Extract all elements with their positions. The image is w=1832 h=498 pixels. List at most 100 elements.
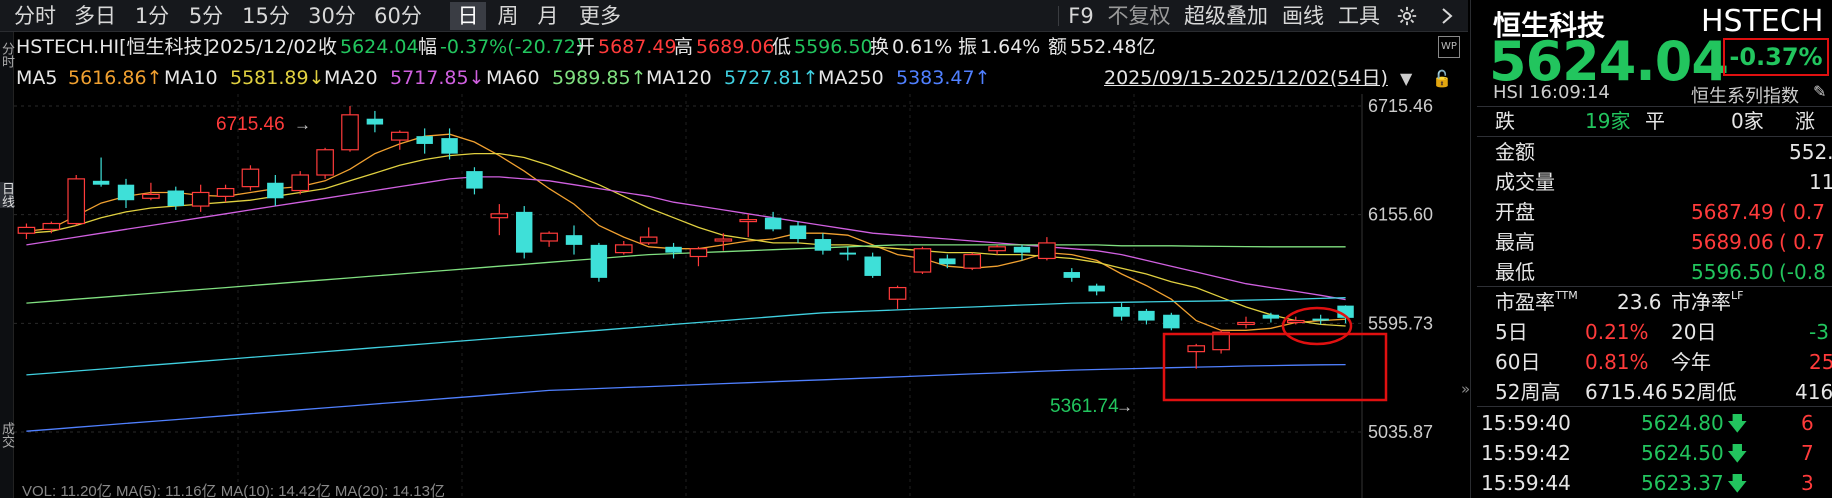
lock-icon[interactable]: 🔓 bbox=[1432, 69, 1452, 88]
candle-body bbox=[390, 131, 409, 141]
period-tab-5min[interactable]: 5分 bbox=[188, 4, 224, 28]
period-toolbar: 分时 多日 1分 5分 15分 30分 60分 日 周 月 更多 F9 不复权 … bbox=[0, 0, 1468, 32]
candle-body bbox=[614, 244, 633, 254]
side-tab-daily[interactable]: 日线 bbox=[0, 182, 14, 208]
period-tab-15min[interactable]: 15分 bbox=[242, 4, 290, 28]
ma120-label[interactable]: MA120 bbox=[646, 67, 712, 89]
range-dropdown-icon[interactable]: ▼ bbox=[1400, 69, 1413, 88]
candle bbox=[142, 182, 160, 201]
candle-body bbox=[341, 114, 359, 151]
period-tab-day[interactable]: 日 bbox=[450, 2, 486, 30]
candle-body bbox=[291, 174, 310, 192]
candle-body bbox=[590, 244, 608, 278]
edit-icon[interactable]: ✎ bbox=[1813, 82, 1827, 101]
perf-value: 416 bbox=[1795, 380, 1832, 404]
gear-icon[interactable] bbox=[1390, 2, 1424, 30]
ma20-label[interactable]: MA20 bbox=[324, 67, 378, 89]
low-annotation-arrow: → bbox=[1116, 397, 1133, 416]
pb-sup: LF bbox=[1731, 289, 1744, 302]
candle bbox=[988, 244, 1006, 255]
perf-value: 0.81% bbox=[1585, 350, 1649, 374]
high-annotation-arrow: → bbox=[294, 115, 311, 134]
candle bbox=[665, 242, 682, 259]
stat-extra: (-0.8 bbox=[1779, 260, 1826, 284]
candle bbox=[540, 231, 558, 247]
last-price: 5624.04 bbox=[1489, 30, 1729, 93]
stat-high: 最高 5689.06 ( 0.7 bbox=[1495, 227, 1832, 257]
perf-value: 25 bbox=[1809, 350, 1832, 374]
candle bbox=[1138, 308, 1155, 325]
draw-line-button[interactable]: 画线 bbox=[1282, 4, 1324, 28]
candle-body bbox=[639, 236, 658, 244]
perf-value: -3 bbox=[1809, 320, 1829, 344]
candle bbox=[614, 240, 633, 255]
candle-body bbox=[839, 252, 856, 255]
candle-body bbox=[1063, 272, 1080, 278]
candle bbox=[466, 167, 483, 195]
ma20-line bbox=[26, 176, 1346, 301]
period-tab-multiday[interactable]: 多日 bbox=[74, 4, 116, 28]
tick-row: 15:59:40 5624.80 🡇 6 bbox=[1481, 408, 1819, 438]
candle bbox=[714, 233, 733, 251]
symbol-label[interactable]: HSTECH.HI[恒生科技] bbox=[16, 36, 210, 58]
candle bbox=[67, 174, 86, 226]
ma250-label[interactable]: MA250 bbox=[818, 67, 884, 89]
perf-label: 今年 bbox=[1671, 350, 1711, 374]
amplitude-label: 振 bbox=[958, 36, 978, 58]
y-tick-label: 6155.60 bbox=[1368, 205, 1433, 225]
candle-body bbox=[191, 191, 210, 207]
wp-icon[interactable]: WP bbox=[1438, 36, 1460, 58]
candle bbox=[1063, 268, 1080, 282]
chevron-right-icon[interactable] bbox=[1432, 2, 1462, 30]
ma5-label[interactable]: MA5 bbox=[16, 67, 58, 89]
period-tab-1min[interactable]: 1分 bbox=[134, 4, 170, 28]
stat-label: 最低 bbox=[1495, 260, 1535, 284]
toolbar-divider bbox=[1058, 6, 1059, 26]
amount-label: 额 bbox=[1048, 36, 1068, 58]
candle bbox=[590, 242, 608, 282]
candle-body bbox=[1187, 345, 1206, 353]
period-tab-week[interactable]: 周 bbox=[497, 4, 519, 28]
candle-body bbox=[714, 238, 733, 242]
candle bbox=[764, 211, 782, 232]
candle bbox=[963, 252, 982, 271]
candlestick-chart[interactable]: 6715.46 6155.60 5595.73 5035.87 6715.46 → 5… bbox=[0, 94, 1468, 498]
f9-button[interactable]: F9 bbox=[1068, 4, 1094, 28]
super-overlay-button[interactable]: 超级叠加 bbox=[1184, 4, 1268, 28]
index-code: HSTECH bbox=[1701, 4, 1824, 39]
side-tab-volume[interactable]: 成交 bbox=[0, 422, 14, 448]
candle bbox=[516, 206, 533, 259]
turnover-value: 0.61% bbox=[892, 36, 953, 58]
period-tab-more[interactable]: 更多 bbox=[579, 4, 621, 28]
y-tick-label: 5595.73 bbox=[1368, 313, 1433, 333]
candle-body bbox=[490, 213, 509, 219]
candle bbox=[839, 246, 856, 261]
candle bbox=[1187, 343, 1206, 369]
down-arrow-icon: 🡇 bbox=[1727, 471, 1748, 495]
perf-label: 20日 bbox=[1671, 320, 1717, 344]
perf-label: 60日 bbox=[1495, 350, 1541, 374]
period-tab-intraday[interactable]: 分时 bbox=[14, 4, 56, 28]
tick-volume: 7 bbox=[1801, 441, 1814, 465]
tools-button[interactable]: 工具 bbox=[1338, 4, 1380, 28]
stat-open: 开盘 5687.49 ( 0.7 bbox=[1495, 197, 1832, 227]
turnover-label: 换 bbox=[870, 36, 890, 58]
candle-body bbox=[1286, 319, 1305, 324]
candle-body bbox=[1088, 285, 1105, 292]
ma10-label[interactable]: MA10 bbox=[164, 67, 218, 89]
side-tab-intraday[interactable]: 分时 bbox=[0, 42, 14, 68]
period-tab-month[interactable]: 月 bbox=[537, 4, 559, 28]
index-name: 恒生科技 bbox=[1493, 9, 1606, 42]
period-tab-30min[interactable]: 30分 bbox=[308, 4, 356, 28]
period-tab-60min[interactable]: 60分 bbox=[374, 4, 422, 28]
high-annotation: 6715.46 bbox=[216, 114, 285, 135]
high-label: 高 bbox=[674, 36, 694, 58]
chart-grid bbox=[14, 94, 1362, 498]
stat-label: 金额 bbox=[1495, 140, 1535, 164]
date-range-selector[interactable]: 2025/09/15-2025/12/02(54日) bbox=[1104, 67, 1388, 89]
ma60-label[interactable]: MA60 bbox=[486, 67, 540, 89]
candle-body bbox=[92, 180, 110, 185]
candle bbox=[1337, 305, 1354, 324]
panel-collapse-icon[interactable]: » bbox=[1461, 380, 1471, 398]
no-adjust-button[interactable]: 不复权 bbox=[1107, 4, 1171, 28]
